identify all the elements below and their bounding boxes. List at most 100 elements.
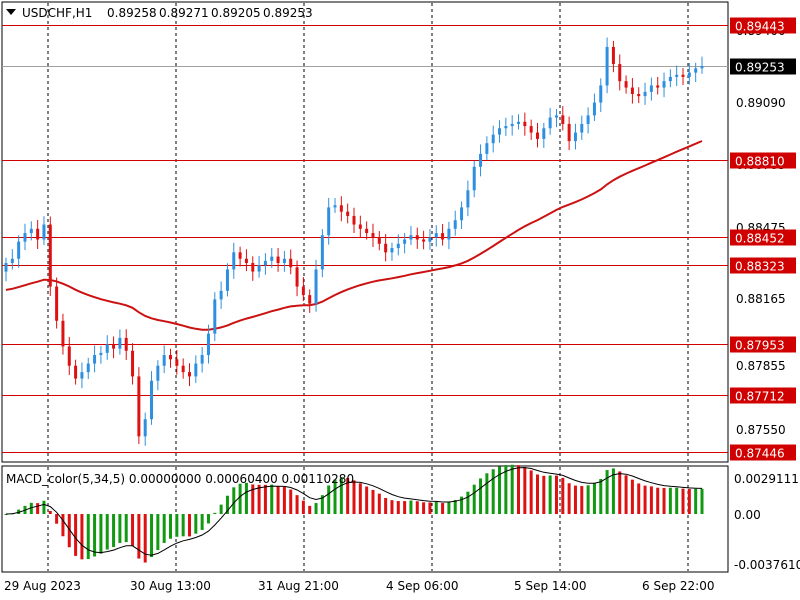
candle-body (327, 207, 331, 236)
macd-bar (358, 483, 362, 515)
candle-body (523, 121, 527, 127)
candle-body (624, 81, 628, 88)
macd-bar (403, 501, 407, 515)
macd-histogram (4, 464, 704, 563)
candle-body (542, 128, 546, 139)
macd-bar (371, 489, 375, 515)
level-tag (730, 387, 796, 404)
macd-bar (295, 495, 299, 515)
level-label: 0.87446 (735, 447, 785, 461)
macd-bar (656, 487, 660, 515)
macd-bar (137, 514, 141, 559)
macd-bar (86, 514, 90, 560)
candle-body (434, 233, 438, 238)
candle-body (580, 123, 584, 133)
macd-bar (61, 514, 65, 537)
candle-body (295, 267, 299, 287)
macd-bar (409, 500, 413, 515)
candle-body (131, 350, 135, 377)
candle-body (206, 333, 210, 356)
current-price-label: 0.89253 (735, 61, 785, 75)
macd-bar (55, 514, 59, 524)
level-tag (730, 257, 796, 274)
ohlc-high: 0.89271 (159, 6, 209, 20)
candle-body (453, 220, 457, 229)
macd-bar (365, 486, 369, 515)
macd-bar (554, 475, 558, 515)
candle-body (225, 269, 229, 291)
macd-bar (42, 500, 46, 515)
macd-bar (314, 503, 318, 515)
time-label: 29 Aug 2023 (4, 579, 81, 593)
macd-bar (232, 487, 236, 515)
macd-bar (257, 484, 261, 515)
macd-bar (308, 505, 312, 515)
candle-body (415, 235, 419, 240)
candle-body (61, 320, 65, 347)
candle-body (263, 260, 267, 266)
candle-body (605, 46, 609, 86)
candle-body (592, 102, 596, 116)
time-axis[interactable]: 29 Aug 2023 30 Aug 13:00 31 Aug 21:00 4 … (4, 579, 714, 593)
macd-bar (187, 514, 191, 537)
candle-body (567, 123, 571, 142)
macd-bar (618, 471, 622, 515)
candle-body (403, 239, 407, 244)
candle-body (48, 224, 52, 287)
macd-bar (282, 486, 286, 515)
candle-body (42, 224, 46, 240)
candle-body (124, 337, 128, 351)
macd-bar (276, 486, 280, 515)
macd-tick-zero: 0.00 (734, 508, 761, 522)
level-label: 0.89443 (735, 20, 785, 34)
macd-bar (339, 477, 343, 515)
candle-body (428, 237, 432, 242)
macd-bar (301, 500, 305, 515)
time-label: 31 Aug 21:00 (258, 579, 339, 593)
macd-bar (213, 512, 217, 515)
candle-body (137, 376, 141, 437)
macd-bar (289, 489, 293, 515)
candle-body (365, 228, 369, 234)
macd-bar (150, 514, 154, 558)
macd-bar (561, 477, 565, 515)
macd-bar (434, 501, 438, 515)
macd-bar (700, 488, 704, 515)
candle-body (67, 346, 71, 366)
candle-body (466, 190, 470, 208)
candle-body (447, 228, 451, 240)
macd-bar (80, 514, 84, 560)
macd-bar (251, 484, 255, 515)
price-tick: 0.87550 (736, 423, 786, 437)
macd-bar (599, 478, 603, 515)
candle-body (371, 233, 375, 238)
candle-body (232, 252, 236, 270)
macd-bar (225, 495, 229, 515)
candle-body (175, 359, 179, 366)
candle-body (618, 64, 622, 82)
macd-bar (567, 483, 571, 515)
macd-bar (206, 514, 210, 524)
level-tag (730, 17, 796, 34)
candle-body (460, 207, 464, 221)
candle-body (472, 166, 476, 191)
candles[interactable] (4, 37, 704, 446)
macd-bar (453, 499, 457, 515)
level-label: 0.88810 (735, 155, 785, 169)
macd-bar (99, 514, 103, 554)
macd-bar (441, 503, 445, 515)
chart-menu-triangle-icon[interactable] (6, 9, 16, 15)
level-tags: 0.89443 0.88810 0.88452 0.88323 0.87953 0.877… (730, 17, 796, 461)
level-label: 0.88452 (735, 232, 785, 246)
candle-body (675, 74, 679, 77)
horizontal-levels[interactable] (2, 25, 728, 453)
candle-body (112, 344, 116, 349)
macd-bar (124, 514, 128, 543)
macd-bar (592, 482, 596, 515)
macd-bar (327, 485, 331, 515)
candle-body (339, 205, 343, 212)
candle-body (630, 87, 634, 94)
ma-line (5, 140, 703, 331)
time-label: 6 Sep 22:00 (642, 579, 714, 593)
